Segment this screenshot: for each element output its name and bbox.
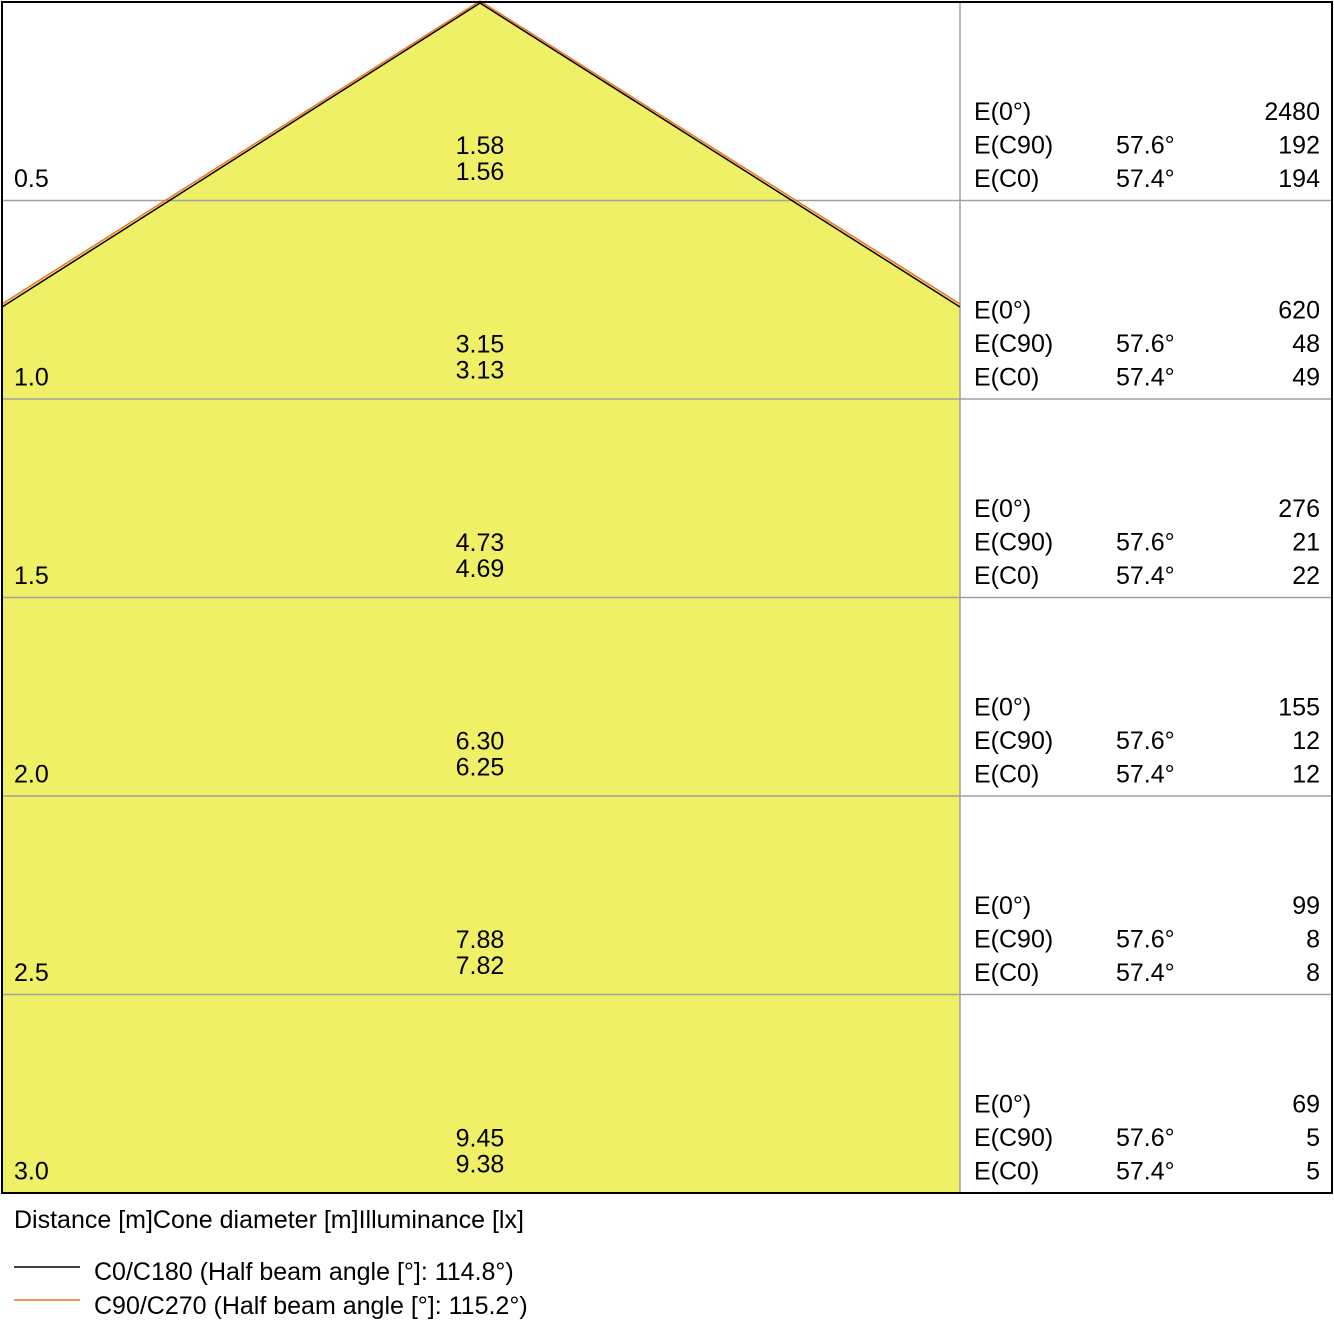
illuminance-value: 5	[1306, 1158, 1320, 1186]
distance-row: 1.0 3.153.13 E(0°) 620 E(C90) 57.6° 48 E(C0) 57.…	[14, 297, 1320, 392]
illuminance-value: 620	[1278, 297, 1320, 325]
illuminance-value: 49	[1292, 364, 1320, 392]
grid-lines	[2, 2, 1332, 1193]
cone-diameter: 7.88	[456, 926, 505, 954]
illuminance-label: E(0°)	[974, 98, 1031, 126]
illuminance-value: 22	[1292, 562, 1320, 590]
illuminance-value: 192	[1278, 132, 1320, 160]
illuminance-value: 12	[1292, 761, 1320, 789]
illuminance-value: 99	[1292, 892, 1320, 920]
illuminance-label: E(0°)	[974, 297, 1031, 325]
illuminance-value: 12	[1292, 727, 1320, 755]
cone-diameter: 9.45	[456, 1125, 505, 1153]
illuminance-label: E(0°)	[974, 694, 1031, 722]
illuminance-value: 2480	[1264, 98, 1320, 126]
angle-value: 57.4°	[1116, 165, 1175, 193]
illuminance-value: 5	[1306, 1124, 1320, 1152]
illuminance-label: E(C90)	[974, 1124, 1053, 1152]
footer-label: Distance [m]Cone diameter [m]Illuminance…	[14, 1206, 524, 1234]
cone-diameter: 6.25	[456, 754, 505, 782]
distance-label: 2.0	[14, 761, 49, 789]
cone-diameter: 4.69	[456, 555, 505, 583]
illuminance-value: 8	[1306, 926, 1320, 954]
illuminance-label: E(0°)	[974, 1091, 1031, 1119]
cone-diameter: 1.56	[456, 158, 505, 186]
angle-value: 57.6°	[1116, 529, 1175, 557]
angle-value: 57.6°	[1116, 330, 1175, 358]
angle-value: 57.4°	[1116, 364, 1175, 392]
cone-diameter: 6.30	[456, 728, 505, 756]
illuminance-label: E(C0)	[974, 761, 1039, 789]
illuminance-label: E(0°)	[974, 495, 1031, 523]
cone-diameter: 7.82	[456, 952, 505, 980]
illuminance-value: 194	[1278, 165, 1320, 193]
illuminance-value: 21	[1292, 529, 1320, 557]
illuminance-label: E(C0)	[974, 364, 1039, 392]
cone-diameter: 4.73	[456, 529, 505, 557]
illuminance-label: E(C90)	[974, 926, 1053, 954]
angle-value: 57.4°	[1116, 562, 1175, 590]
legend: C0/C180 (Half beam angle [°]: 114.8°) C9…	[14, 1258, 528, 1320]
distance-label: 2.5	[14, 959, 49, 987]
illuminance-value: 276	[1278, 495, 1320, 523]
diagram-frame	[1, 1, 1333, 1194]
distance-row: 2.0 6.306.25 E(0°) 155 E(C90) 57.6° 12 E(C0) 57.…	[14, 694, 1320, 789]
distance-row: 1.5 4.734.69 E(0°) 276 E(C90) 57.6° 21 E(C0) 57.…	[14, 495, 1320, 590]
illuminance-value: 69	[1292, 1091, 1320, 1119]
distance-label: 1.0	[14, 364, 49, 392]
angle-value: 57.4°	[1116, 761, 1175, 789]
distance-row: 2.5 7.887.82 E(0°) 99 E(C90) 57.6° 8 E(C0) 57.4°…	[14, 892, 1320, 987]
cone-diameter: 3.13	[456, 357, 505, 385]
illuminance-label: E(C90)	[974, 330, 1053, 358]
illuminance-label: E(C90)	[974, 727, 1053, 755]
illuminance-label: E(0°)	[974, 892, 1031, 920]
distance-row: 0.5 1.581.56 E(0°) 2480 E(C90) 57.6° 192 E(C0) 5…	[14, 98, 1320, 193]
legend-c0-label: C0/C180 (Half beam angle [°]: 114.8°)	[94, 1258, 514, 1286]
angle-value: 57.6°	[1116, 727, 1175, 755]
illuminance-value: 155	[1278, 694, 1320, 722]
angle-value: 57.6°	[1116, 926, 1175, 954]
cone-diameter: 1.58	[456, 132, 505, 160]
cone-diameter: 9.38	[456, 1151, 505, 1179]
distance-row: 3.0 9.459.38 E(0°) 69 E(C90) 57.6° 5 E(C0) 57.4°…	[14, 1091, 1320, 1186]
illuminance-label: E(C0)	[974, 165, 1039, 193]
angle-value: 57.6°	[1116, 132, 1175, 160]
angle-value: 57.4°	[1116, 959, 1175, 987]
legend-c90-label: C90/C270 (Half beam angle [°]: 115.2°)	[94, 1292, 528, 1320]
cone-diameter: 3.15	[456, 331, 505, 359]
distance-label: 3.0	[14, 1158, 49, 1186]
angle-value: 57.4°	[1116, 1158, 1175, 1186]
distance-label: 1.5	[14, 562, 49, 590]
illuminance-value: 8	[1306, 959, 1320, 987]
illuminance-label: E(C90)	[974, 529, 1053, 557]
illuminance-label: E(C0)	[974, 1158, 1039, 1186]
distance-label: 0.5	[14, 165, 49, 193]
illuminance-value: 48	[1292, 330, 1320, 358]
angle-value: 57.6°	[1116, 1124, 1175, 1152]
illuminance-label: E(C0)	[974, 959, 1039, 987]
illuminance-label: E(C90)	[974, 132, 1053, 160]
illuminance-label: E(C0)	[974, 562, 1039, 590]
